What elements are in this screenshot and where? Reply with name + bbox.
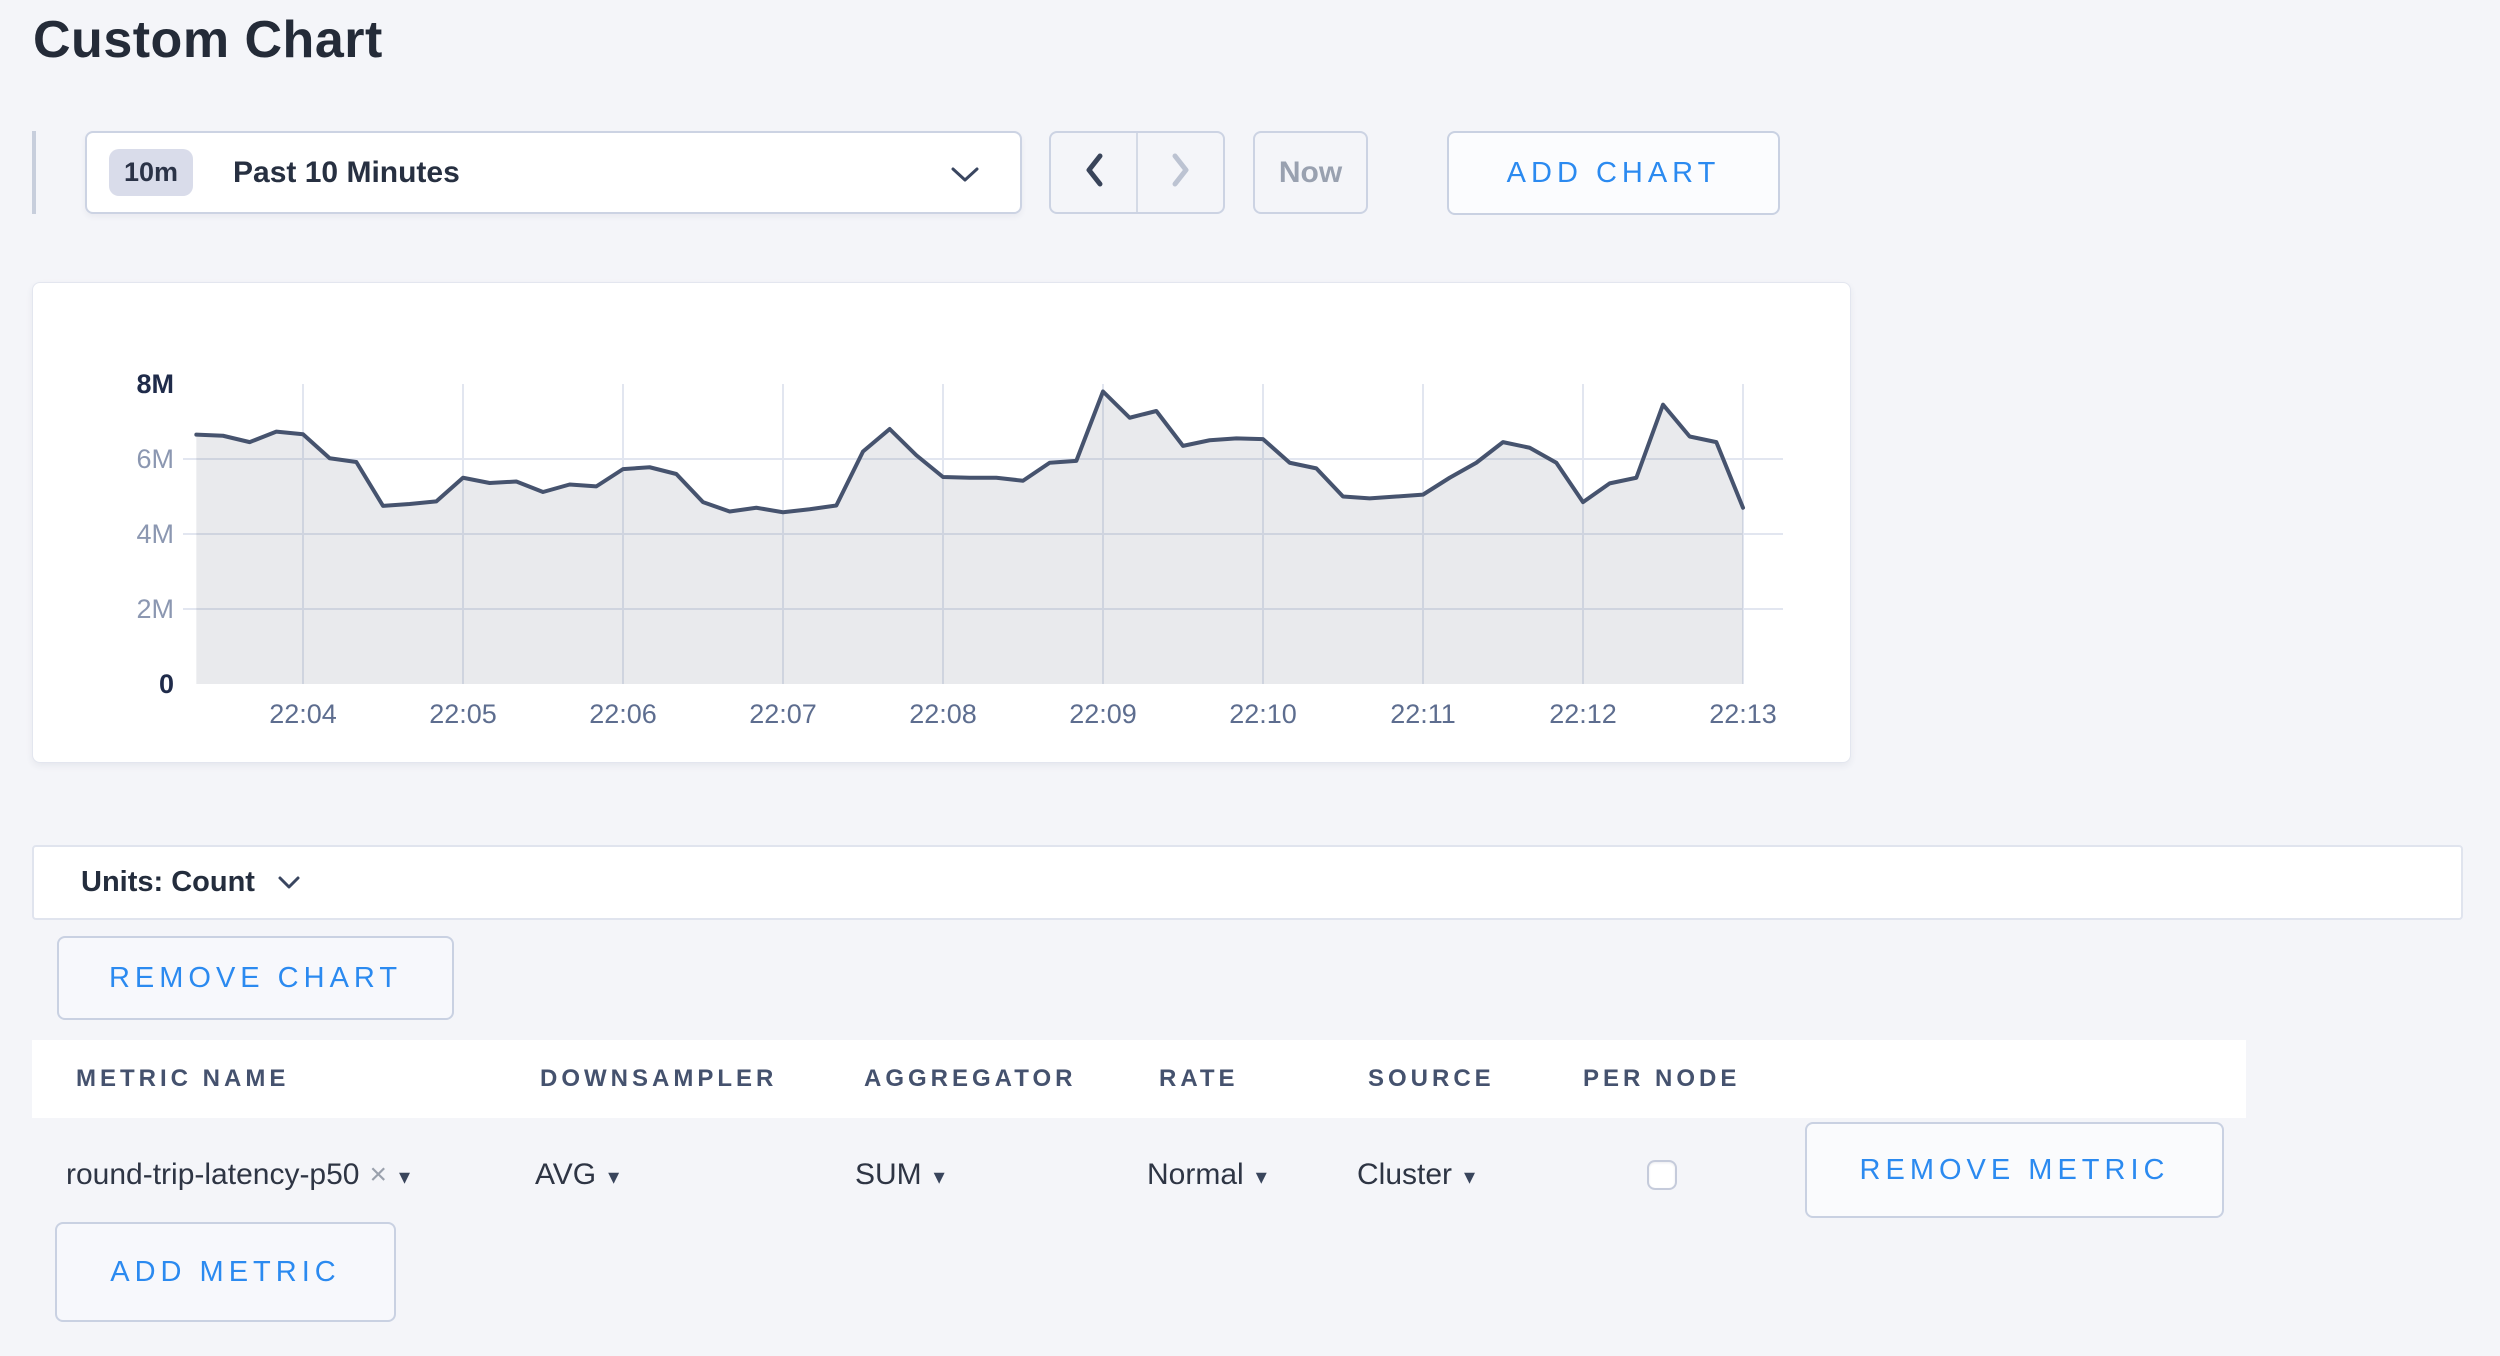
chevron-right-icon [1171, 152, 1191, 193]
rate-dropdown[interactable]: Normal ▾ [1147, 1118, 1267, 1232]
next-time-button[interactable] [1138, 133, 1223, 212]
aggregator-value: SUM [855, 1158, 922, 1191]
svg-text:2M: 2M [136, 594, 174, 624]
metric-name-value: round-trip-latency-p50 [66, 1158, 360, 1191]
page-title: Custom Chart [33, 11, 383, 69]
caret-down-icon: ▾ [608, 1164, 620, 1189]
time-step-button-group [1049, 131, 1225, 214]
col-rate: RATE [1159, 1065, 1239, 1092]
svg-text:22:10: 22:10 [1229, 699, 1297, 729]
metric-name-dropdown[interactable]: round-trip-latency-p50 × ▾ [66, 1118, 410, 1232]
chevron-left-icon [1084, 152, 1104, 193]
now-button[interactable]: Now [1253, 131, 1368, 214]
time-range-dropdown[interactable]: 10m Past 10 Minutes [85, 131, 1022, 214]
col-source: SOURCE [1368, 1065, 1495, 1092]
chevron-down-icon [277, 875, 301, 895]
per-node-checkbox[interactable] [1647, 1160, 1677, 1190]
caret-down-icon: ▾ [1464, 1164, 1476, 1189]
col-metric-name: METRIC NAME [76, 1065, 290, 1092]
time-range-label: Past 10 Minutes [233, 155, 460, 189]
col-aggregator: AGGREGATOR [864, 1065, 1077, 1092]
svg-text:8M: 8M [136, 369, 174, 399]
area-chart: 0 2M 4M 6M 8M 22:04 22:05 22:06 22:07 22:08 22:09 2… [136, 369, 1783, 729]
time-range-badge: 10m [109, 149, 194, 196]
svg-text:4M: 4M [136, 519, 174, 549]
svg-text:22:06: 22:06 [589, 699, 657, 729]
svg-text:22:08: 22:08 [909, 699, 977, 729]
col-per-node: PER NODE [1583, 1065, 1741, 1092]
add-metric-button[interactable]: ADD METRIC [55, 1222, 396, 1322]
chevron-down-icon [950, 166, 980, 189]
prev-time-button[interactable] [1051, 133, 1138, 212]
caret-down-icon: ▾ [1255, 1164, 1267, 1189]
metric-row: round-trip-latency-p50 × ▾ AVG ▾ SUM ▾ N… [32, 1118, 2246, 1232]
svg-text:22:12: 22:12 [1549, 699, 1617, 729]
source-value: Cluster [1357, 1158, 1453, 1191]
svg-text:22:05: 22:05 [429, 699, 497, 729]
downsampler-dropdown[interactable]: AVG ▾ [535, 1118, 619, 1232]
remove-metric-button[interactable]: REMOVE METRIC [1805, 1122, 2224, 1218]
chart-card: 0 2M 4M 6M 8M 22:04 22:05 22:06 22:07 22:08 22:09 2… [32, 282, 1851, 763]
svg-text:22:07: 22:07 [749, 699, 817, 729]
add-chart-button[interactable]: ADD CHART [1447, 131, 1780, 215]
source-dropdown[interactable]: Cluster ▾ [1357, 1118, 1475, 1232]
units-dropdown[interactable]: Units: Count [32, 845, 2463, 920]
aggregator-dropdown[interactable]: SUM ▾ [855, 1118, 945, 1232]
clear-metric-icon[interactable]: × [369, 1158, 388, 1191]
remove-chart-button[interactable]: REMOVE CHART [57, 936, 454, 1020]
svg-text:22:04: 22:04 [269, 699, 337, 729]
svg-text:22:11: 22:11 [1390, 699, 1456, 729]
caret-down-icon: ▾ [933, 1164, 945, 1189]
svg-text:6M: 6M [136, 444, 174, 474]
metrics-table-header: METRIC NAME DOWNSAMPLER AGGREGATOR RATE … [32, 1040, 2246, 1118]
svg-text:0: 0 [159, 669, 174, 699]
col-downsampler: DOWNSAMPLER [540, 1065, 778, 1092]
svg-text:22:13: 22:13 [1709, 699, 1777, 729]
toolbar-divider [32, 131, 36, 214]
rate-value: Normal [1147, 1158, 1244, 1191]
downsampler-value: AVG [535, 1158, 597, 1191]
caret-down-icon: ▾ [399, 1164, 411, 1189]
svg-text:22:09: 22:09 [1069, 699, 1137, 729]
units-label: Units: Count [81, 866, 255, 898]
